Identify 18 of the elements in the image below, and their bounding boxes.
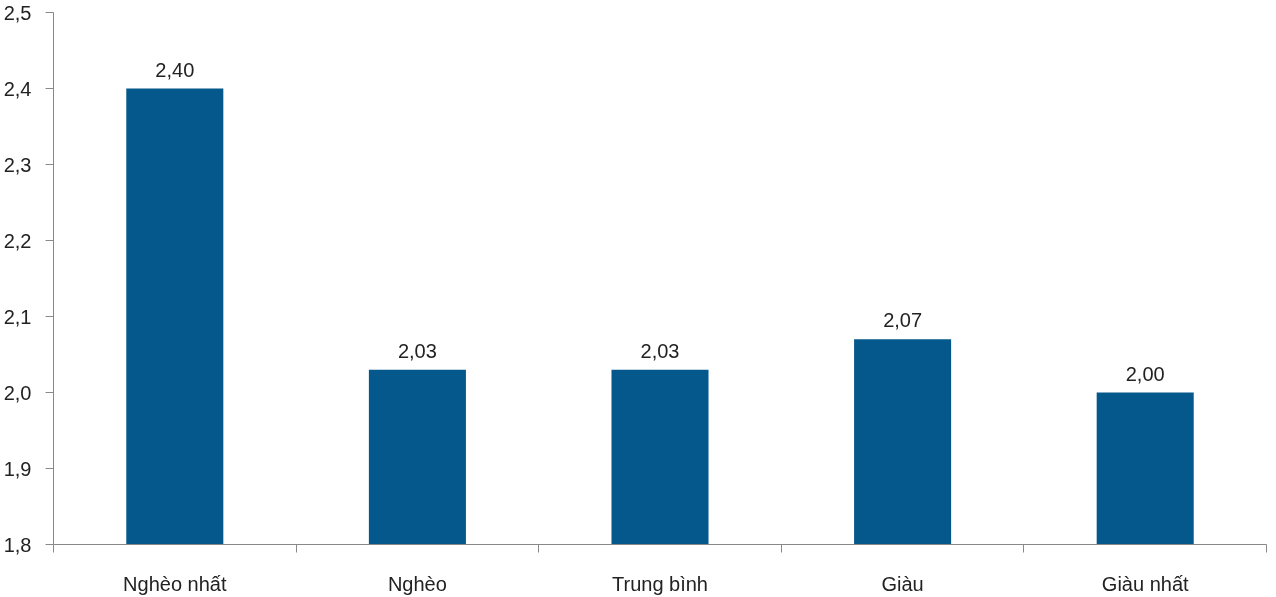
y-tick-label: 1,9 [3,457,32,480]
data-label: 2,03 [397,339,437,362]
y-tick-label: 2,1 [3,305,32,328]
x-tick-label: Giàu [881,572,924,595]
x-tick-label: Trung bình [612,572,709,595]
y-tick-label: 2,3 [3,153,32,176]
y-tick-label: 2,4 [3,77,32,100]
data-label: 2,40 [155,58,195,81]
x-tick-label: Giàu nhất [1101,572,1190,595]
data-label: 2,03 [640,339,680,362]
x-tick-label: Nghèo nhất [123,572,227,595]
y-tick-label: 2,5 [3,1,32,24]
data-label: 2,00 [1125,362,1165,385]
x-tick-label: Nghèo [387,572,447,595]
y-tick-label: 2,2 [3,229,32,252]
data-label: 2,07 [883,309,923,332]
y-tick-label: 1,8 [3,533,32,556]
y-tick-label: 2,0 [3,381,32,404]
